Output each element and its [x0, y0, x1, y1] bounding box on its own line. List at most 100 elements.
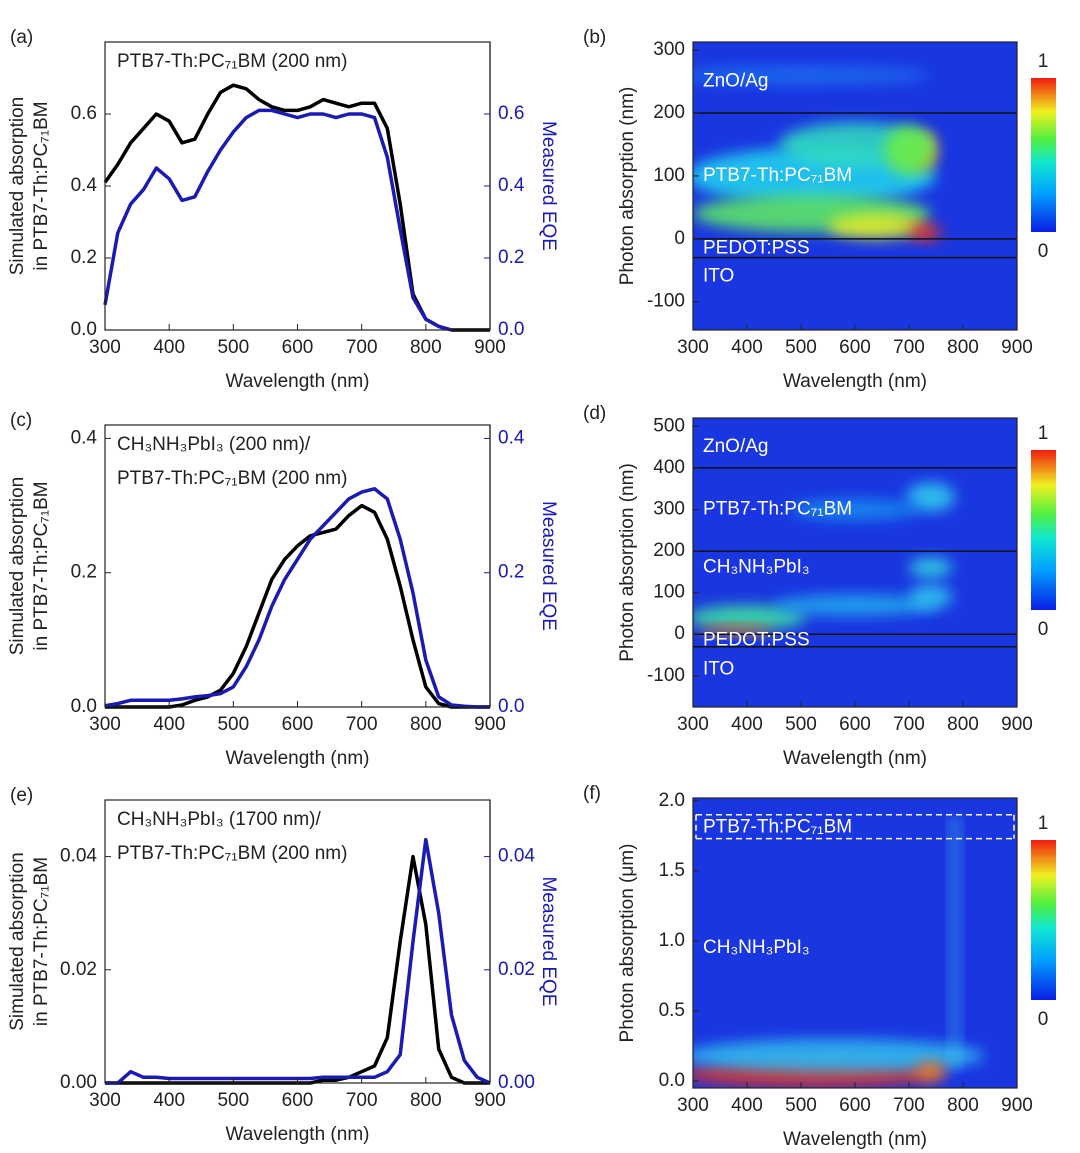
- y-tick-label: 0.6: [71, 103, 97, 124]
- y2-tick-label: 0.04: [498, 846, 535, 867]
- interference-fringe: [950, 1035, 960, 1049]
- x-tick-label: 400: [153, 714, 185, 735]
- y2-axis-label: Measured EQE: [538, 121, 559, 251]
- interference-fringe: [950, 1053, 960, 1067]
- y2-tick-label: 0.6: [498, 103, 524, 124]
- y-tick-label: 0.00: [60, 1072, 97, 1093]
- x-tick-label: 300: [89, 337, 121, 358]
- annotation: PTB7-Th:PC₇₁BM (200 nm): [117, 843, 347, 864]
- layer-label: PEDOT:PSS: [703, 629, 810, 650]
- y2-tick-label: 0.2: [498, 562, 524, 583]
- y-tick-label: 2.0: [659, 790, 685, 811]
- x-tick-label: 900: [474, 714, 506, 735]
- x-tick-label: 600: [839, 337, 871, 358]
- y-tick-label: 0.2: [71, 247, 97, 268]
- data-line: [104, 487, 490, 709]
- y-tick-label: 500: [653, 415, 685, 436]
- y-tick-label: 100: [653, 582, 685, 603]
- heatmap-background: [693, 418, 1017, 707]
- y-tick-label: 0: [674, 228, 685, 249]
- y-tick-label: 0.02: [60, 959, 97, 980]
- x-tick-label: 800: [947, 1095, 979, 1116]
- colorbar-tick-label: 1: [1038, 813, 1049, 834]
- y-tick-label: 0.5: [659, 1000, 685, 1021]
- panel-label: (a): [10, 27, 33, 48]
- x-tick-label: 300: [677, 1095, 709, 1116]
- y2-axis-label: Measured EQE: [538, 501, 559, 631]
- interference-fringe: [950, 819, 960, 833]
- y-tick-label: 0.04: [60, 846, 97, 867]
- absorption-pattern: [828, 213, 926, 239]
- x-tick-label: 600: [282, 714, 314, 735]
- y-tick-label: 1.0: [659, 930, 685, 951]
- x-tick-label: 600: [839, 1095, 871, 1116]
- y-axis-label: Simulated absorption: [7, 97, 28, 276]
- plot-frame: [104, 41, 491, 331]
- colorbar: [1031, 450, 1056, 610]
- absorption-pattern: [884, 125, 934, 176]
- layer-label: CH₃NH₃PbI₃: [703, 937, 810, 958]
- absorption-pattern: [693, 605, 807, 631]
- colorbar-tick-label: 0: [1038, 241, 1049, 262]
- layer-label: ITO: [703, 266, 734, 287]
- absorption-pattern: [914, 1061, 947, 1081]
- colorbar-tick-label: 1: [1038, 51, 1049, 72]
- x-tick-label: 300: [677, 337, 709, 358]
- x-axis-label: Wavelength (nm): [783, 1129, 927, 1150]
- y-tick-label: 300: [653, 498, 685, 519]
- absorption-pattern: [774, 594, 936, 616]
- colorbar-tick-label: 0: [1038, 619, 1049, 640]
- data-line: [105, 854, 490, 1085]
- interference-fringe: [950, 963, 960, 977]
- x-tick-label: 700: [346, 337, 378, 358]
- y-tick-label: 300: [653, 39, 685, 60]
- y2-tick-label: 0.0: [498, 319, 524, 340]
- data-line: [103, 83, 490, 332]
- x-tick-label: 800: [410, 337, 442, 358]
- heatmap: [693, 798, 1017, 1088]
- colorbar-tick-label: 1: [1038, 423, 1049, 444]
- absorption-pattern: [693, 65, 931, 85]
- absorption-pattern: [909, 223, 942, 242]
- y-axis-label: in PTB7-Th:PC₇₁BM: [31, 101, 52, 270]
- layer-label: PTB7-Th:PC₇₁BM: [703, 165, 852, 186]
- x-tick-label: 800: [947, 714, 979, 735]
- interference-fringe: [950, 981, 960, 995]
- y2-tick-label: 0.02: [498, 959, 535, 980]
- layer-label: PTB7-Th:PC₇₁BM: [703, 816, 852, 837]
- absorption-pattern: [693, 1038, 985, 1073]
- interference-fringe: [950, 945, 960, 959]
- x-tick-label: 500: [217, 714, 249, 735]
- x-tick-label: 700: [893, 1095, 925, 1116]
- absorption-pattern: [790, 499, 920, 520]
- x-axis-label: Wavelength (nm): [226, 371, 370, 392]
- x-tick-label: 300: [89, 714, 121, 735]
- x-tick-label: 600: [282, 337, 314, 358]
- x-tick-label: 600: [282, 1090, 314, 1111]
- y-axis-label: in PTB7-Th:PC₇₁BM: [31, 857, 52, 1026]
- x-tick-label: 800: [410, 714, 442, 735]
- x-tick-label: 400: [153, 337, 185, 358]
- y-axis-label: in PTB7-Th:PC₇₁BM: [31, 481, 52, 650]
- x-tick-label: 400: [731, 1095, 763, 1116]
- y2-tick-label: 0.4: [498, 175, 525, 196]
- interference-fringe: [950, 873, 960, 887]
- panel-label: (e): [10, 785, 33, 806]
- absorption-pattern: [909, 584, 953, 610]
- x-tick-label: 800: [410, 1090, 442, 1111]
- panel-label: (b): [583, 27, 606, 48]
- annotation: PTB7-Th:PC₇₁BM (200 nm): [117, 51, 347, 72]
- x-tick-label: 700: [346, 714, 378, 735]
- absorption-pattern: [909, 557, 953, 579]
- colorbar-tick-label: 0: [1038, 1009, 1049, 1030]
- layer-label: ZnO/Ag: [703, 436, 768, 457]
- y-tick-label: 0: [674, 623, 685, 644]
- data-line: [105, 837, 491, 1085]
- x-tick-label: 400: [731, 337, 763, 358]
- layer-label: CH₃NH₃PbI₃: [703, 557, 810, 578]
- y-tick-label: 0.0: [71, 696, 97, 717]
- y-axis-label: Photon absorption (nm): [617, 87, 638, 286]
- y2-tick-label: 0.4: [498, 427, 525, 448]
- interference-fringe: [950, 999, 960, 1013]
- x-tick-label: 800: [947, 337, 979, 358]
